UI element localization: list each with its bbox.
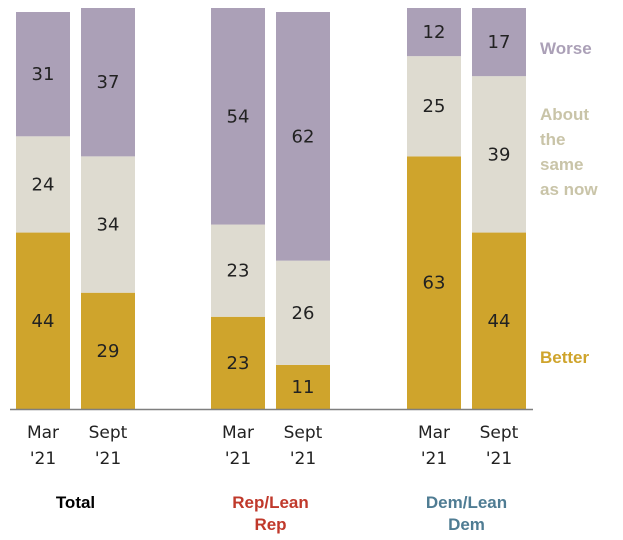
legend-label-about-the-same-as-now-2: same (540, 155, 583, 174)
tick-label-total-mar-21-1: '21 (30, 449, 56, 469)
data-label-total-sept-21-better: 29 (97, 341, 120, 362)
data-label-dem-lean-dem-mar-21-about-the-same-as-now: 25 (423, 96, 446, 117)
data-label-total-mar-21-about-the-same-as-now: 24 (32, 174, 55, 195)
tick-label-total-mar-21-0: Mar (27, 423, 59, 443)
data-label-total-sept-21-about-the-same-as-now: 34 (97, 215, 120, 236)
group-label-total-0: Total (56, 493, 95, 512)
bar-segment-dem-lean-dem-mar-21-about-the-same-as-now (407, 56, 461, 157)
bar-segment-dem-lean-dem-mar-21-better (407, 156, 461, 409)
legend-label-about-the-same-as-now-1: the (540, 130, 566, 149)
bar-segment-dem-lean-dem-mar-21-worse (407, 8, 461, 57)
tick-label-dem-lean-dem-sept-21-0: Sept (480, 423, 519, 443)
data-label-dem-lean-dem-mar-21-worse: 12 (423, 22, 446, 43)
tick-label-dem-lean-dem-mar-21-1: '21 (421, 449, 447, 469)
bar-segment-rep-lean-rep-sept-21-worse (276, 12, 330, 261)
legend-label-worse-0: Worse (540, 39, 592, 58)
tick-label-rep-lean-rep-mar-21-0: Mar (222, 423, 254, 443)
data-label-total-mar-21-better: 44 (32, 311, 55, 332)
group-label-dem-lean-dem-0: Dem/Lean (426, 493, 507, 512)
bar-segment-rep-lean-rep-mar-21-worse (211, 8, 265, 225)
data-label-rep-lean-rep-sept-21-worse: 62 (292, 126, 315, 147)
bar-segment-rep-lean-rep-sept-21-better (276, 364, 330, 409)
bar-segment-total-sept-21-worse (81, 8, 135, 157)
data-label-total-mar-21-worse: 31 (32, 64, 55, 85)
group-label-rep-lean-rep-1: Rep (254, 515, 286, 534)
bar-segment-rep-lean-rep-mar-21-better (211, 316, 265, 409)
bar-segment-total-mar-21-about-the-same-as-now (16, 136, 70, 233)
data-label-rep-lean-rep-mar-21-worse: 54 (227, 106, 250, 127)
bar-segment-dem-lean-dem-sept-21-better (472, 232, 526, 409)
bar-segment-total-mar-21-better (16, 232, 70, 409)
tick-label-total-sept-21-1: '21 (95, 449, 121, 469)
tick-label-rep-lean-rep-mar-21-1: '21 (225, 449, 251, 469)
tick-label-dem-lean-dem-sept-21-1: '21 (486, 449, 512, 469)
tick-label-rep-lean-rep-sept-21-0: Sept (284, 423, 323, 443)
legend-label-better-0: Better (540, 348, 590, 367)
tick-label-rep-lean-rep-sept-21-1: '21 (290, 449, 316, 469)
bar-segment-rep-lean-rep-sept-21-about-the-same-as-now (276, 260, 330, 365)
legend-label-about-the-same-as-now-0: About (540, 105, 589, 124)
data-label-dem-lean-dem-sept-21-about-the-same-as-now: 39 (488, 144, 511, 165)
tick-label-dem-lean-dem-mar-21-0: Mar (418, 423, 450, 443)
bar-segment-dem-lean-dem-sept-21-about-the-same-as-now (472, 76, 526, 233)
bar-segment-total-mar-21-worse (16, 12, 70, 137)
bar-segment-total-sept-21-better (81, 292, 135, 409)
tick-label-total-sept-21-0: Sept (89, 423, 128, 443)
bar-segment-total-sept-21-about-the-same-as-now (81, 156, 135, 293)
data-label-rep-lean-rep-mar-21-about-the-same-as-now: 23 (227, 261, 250, 282)
bar-segment-rep-lean-rep-mar-21-about-the-same-as-now (211, 224, 265, 317)
data-label-rep-lean-rep-mar-21-better: 23 (227, 353, 250, 374)
group-label-dem-lean-dem-1: Dem (448, 515, 485, 534)
data-label-dem-lean-dem-sept-21-better: 44 (488, 311, 511, 332)
legend-label-about-the-same-as-now-3: as now (540, 180, 598, 199)
group-label-rep-lean-rep-0: Rep/Lean (232, 493, 309, 512)
data-label-dem-lean-dem-sept-21-worse: 17 (488, 32, 511, 53)
data-label-rep-lean-rep-sept-21-better: 11 (292, 377, 315, 398)
data-label-total-sept-21-worse: 37 (97, 72, 120, 93)
data-label-rep-lean-rep-sept-21-about-the-same-as-now: 26 (292, 303, 315, 324)
data-label-dem-lean-dem-mar-21-better: 63 (423, 273, 446, 294)
bar-segment-dem-lean-dem-sept-21-worse (472, 8, 526, 77)
